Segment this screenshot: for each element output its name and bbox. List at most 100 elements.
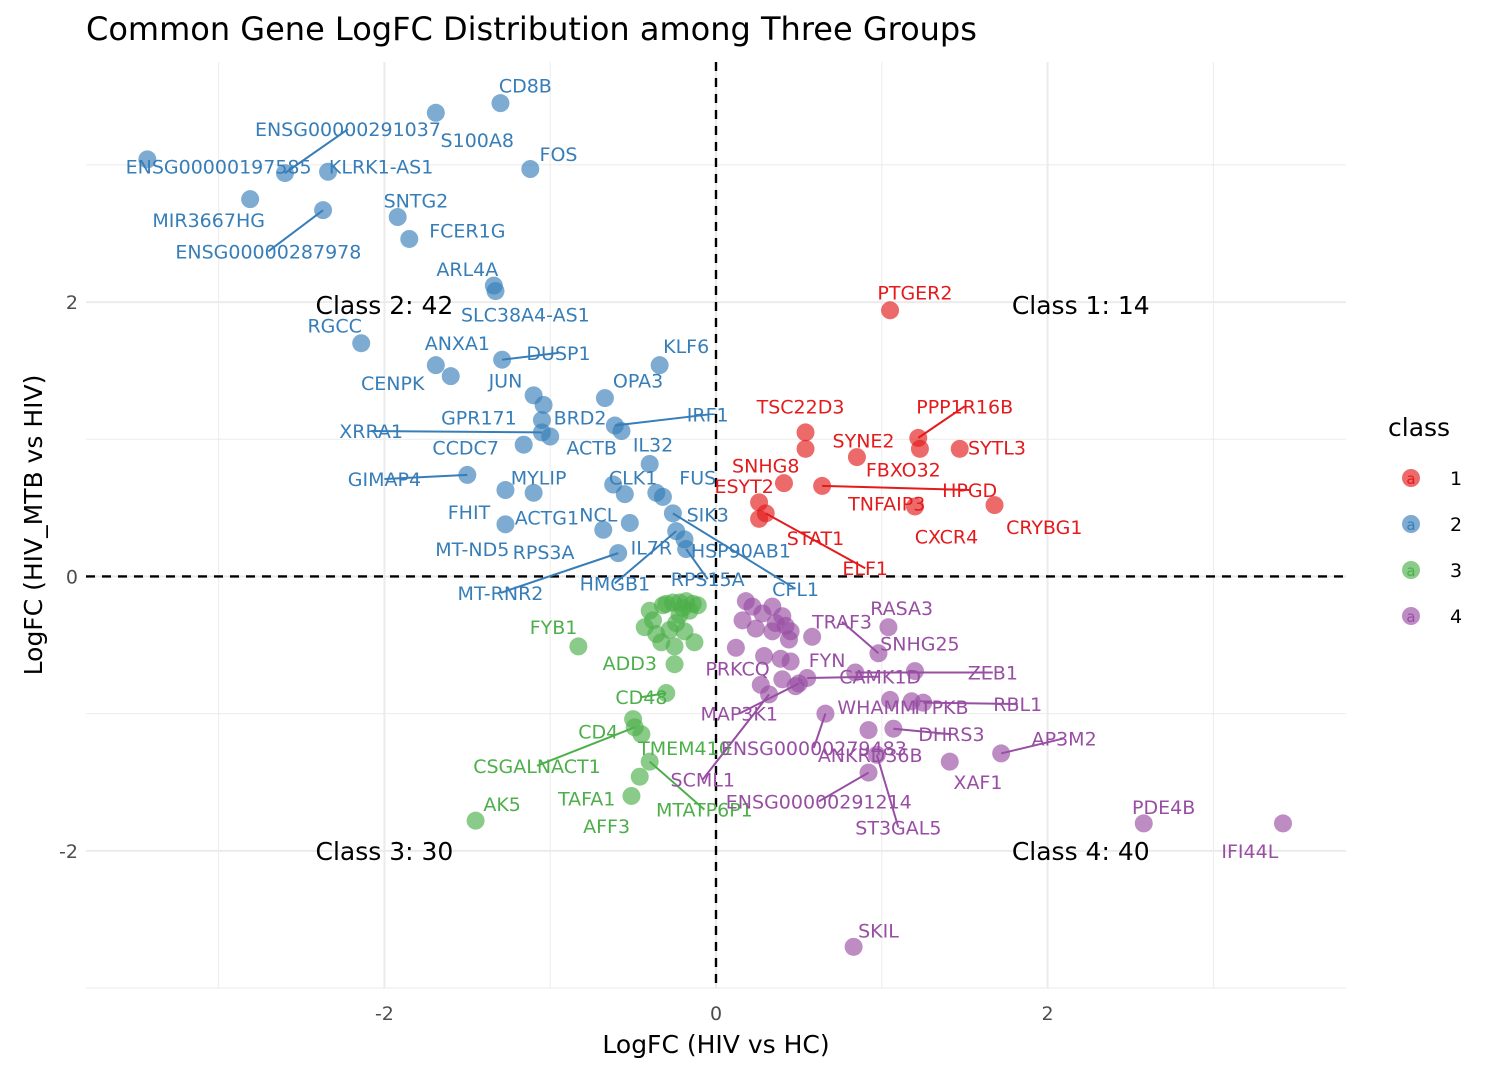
gene-label: RPS3A [513, 542, 575, 564]
data-point [665, 655, 684, 674]
data-point [746, 619, 765, 638]
data-point [786, 677, 805, 696]
data-point [514, 435, 533, 454]
gene-label: TSC22D3 [756, 396, 845, 418]
data-point [595, 389, 614, 408]
data-point [657, 684, 676, 703]
data-point [673, 598, 692, 617]
gene-label: AK5 [483, 794, 521, 816]
gene-label: ENSG00000287978 [175, 241, 361, 263]
data-point [688, 596, 707, 615]
gene-label: DHRS3 [918, 724, 984, 746]
legend-key-glyph: a [1406, 562, 1415, 580]
data-point [665, 637, 684, 656]
gene-label: CD8B [499, 75, 552, 97]
data-point [756, 504, 775, 523]
gene-label: STAT1 [787, 528, 844, 550]
label-leaders [267, 128, 1065, 828]
gene-label: SNTG2 [384, 191, 449, 213]
gene-label: PDE4B [1132, 797, 1195, 819]
gene-label: CD48 [615, 687, 667, 709]
data-point [630, 767, 649, 786]
gene-label: FBXO32 [866, 459, 941, 481]
data-point [771, 649, 790, 668]
data-point [846, 663, 865, 682]
gene-label: IRF1 [687, 405, 729, 427]
data-point [653, 487, 672, 506]
data-point [496, 481, 515, 500]
x-tick-label: 2 [1042, 1003, 1054, 1025]
gene-label: MYLIP [511, 468, 567, 490]
class-annotations: Class 1: 14 Class 2: 42 Class 3: 30 Class 4… [316, 291, 1150, 866]
gene-label: XAF1 [953, 772, 1002, 794]
y-tick-label: 0 [66, 566, 78, 588]
label-leader [1000, 737, 1065, 755]
legend-label: 1 [1450, 468, 1462, 490]
data-point [869, 644, 888, 663]
gene-label: ANXA1 [425, 333, 490, 355]
label-leader [502, 351, 559, 361]
data-point [241, 190, 260, 209]
data-point [521, 160, 540, 179]
data-point [847, 448, 866, 467]
data-point [677, 540, 696, 559]
gene-label: PPP1R16B [916, 396, 1013, 418]
data-point [685, 633, 704, 652]
label-leader [672, 512, 797, 590]
chart-title: Common Gene LogFC Distribution among Thr… [86, 10, 977, 48]
legend-key [1402, 515, 1420, 533]
data-point [667, 522, 686, 541]
data-point [594, 520, 613, 539]
gene-label: ITPKB [914, 697, 968, 719]
data-point [493, 350, 512, 369]
data-point [319, 162, 338, 181]
legend: class a 1 a 2 a 3 a 4 [1388, 413, 1462, 628]
data-point [881, 301, 900, 320]
legend-key-glyph: a [1406, 608, 1415, 626]
gene-label: OPA3 [613, 370, 663, 392]
data-point [569, 637, 588, 656]
gene-label: KLF6 [663, 336, 709, 358]
gene-label: IFI44L [1221, 841, 1278, 863]
data-point [650, 356, 669, 375]
gene-label: SYNE2 [833, 431, 895, 453]
gene-label: HMGB1 [580, 573, 651, 595]
data-point [733, 611, 752, 630]
x-tick-label: -2 [375, 1003, 394, 1025]
gene-label: XRRA1 [339, 421, 403, 443]
label-leader [267, 209, 324, 253]
label-leader [875, 754, 900, 828]
data-point [352, 334, 371, 353]
gene-label: CCDC7 [432, 437, 499, 459]
data-point [751, 675, 770, 694]
data-point [905, 497, 924, 516]
data-point [859, 763, 878, 782]
label-leader [500, 552, 619, 594]
gene-label: SNHG8 [732, 455, 799, 477]
data-point [766, 614, 785, 633]
data-point [388, 208, 407, 227]
gene-label: CFL1 [772, 579, 819, 601]
data-point [441, 367, 460, 386]
gene-label: GPR171 [441, 407, 517, 429]
label-leader [923, 701, 1018, 706]
label-leader [614, 413, 708, 427]
gene-label: FUS [679, 468, 716, 490]
data-point [881, 690, 900, 709]
data-point [796, 423, 815, 442]
gene-label: ENSG00000279483 [721, 738, 907, 760]
gene-label: RASA3 [870, 598, 933, 620]
gene-label: ZEB1 [968, 662, 1018, 684]
gene-label: ACTG1 [515, 507, 579, 529]
gene-label: CENPK [361, 373, 425, 395]
data-point [816, 704, 835, 723]
data-point [541, 427, 560, 446]
data-point [985, 496, 1004, 515]
y-tick-label: -2 [59, 841, 78, 863]
gene-label: BRD2 [554, 407, 607, 429]
label-leader [701, 693, 770, 781]
label-leader [765, 512, 866, 570]
gene-label: FCER1G [429, 221, 505, 243]
gene-label: ENSG00000197585 [126, 156, 312, 178]
gene-label: FHIT [448, 502, 491, 524]
